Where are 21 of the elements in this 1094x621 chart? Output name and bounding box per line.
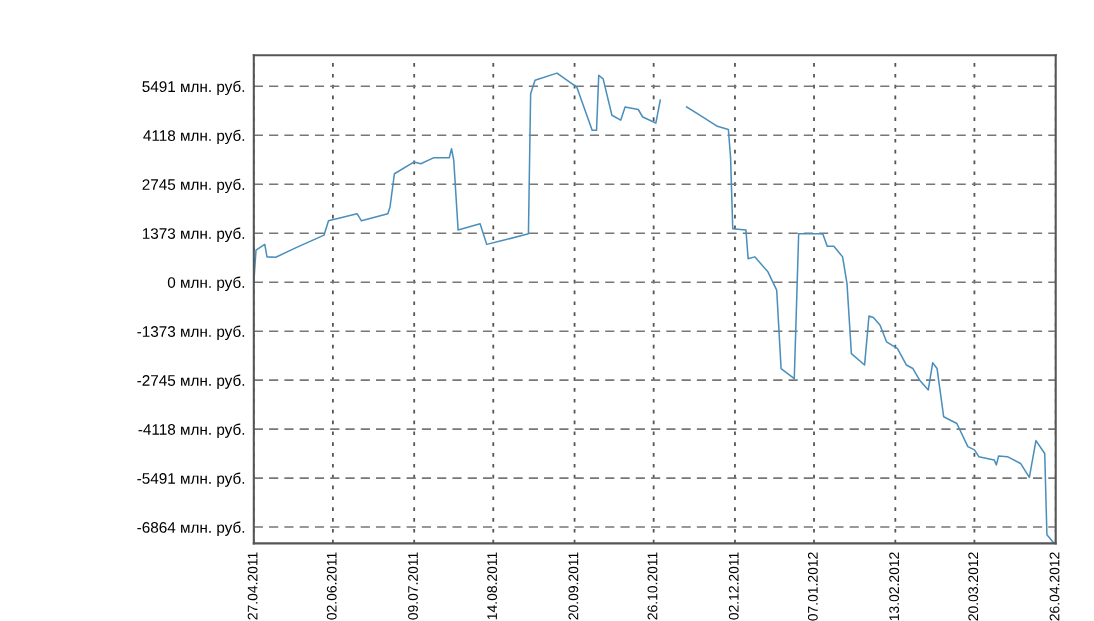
x-tick-label: 02.12.2011 (728, 552, 739, 620)
y-tick-label: -4118 млн. руб. (138, 423, 245, 438)
x-tick-label: 13.02.2012 (889, 552, 900, 621)
y-tick-label: 5491 млн. руб. (142, 80, 245, 96)
x-tick-label: 26.04.2012 (1049, 552, 1060, 621)
x-tick-label: 26.10.2011 (647, 552, 658, 620)
y-tick-label: 4118 млн. руб. (143, 129, 245, 145)
x-tick-label: 20.03.2012 (968, 552, 979, 621)
x-tick-label: 07.01.2012 (807, 552, 818, 621)
x-tick-label: 02.06.2011 (326, 552, 337, 620)
x-tick-label: 27.04.2011 (247, 552, 258, 620)
x-tick-label: 09.07.2011 (408, 552, 418, 620)
y-tick-label: -1373 млн. руб. (137, 325, 245, 340)
y-tick-label: -5491 млн. руб. (137, 472, 245, 487)
y-tick-label: 0 млн. руб. (167, 276, 245, 291)
y-tick-label: 1373 млн. руб. (142, 227, 245, 242)
y-tick-label: -2745 млн. руб. (137, 374, 245, 389)
y-tick-label: 2745 млн. руб. (142, 178, 245, 194)
x-tick-label: 14.08.2011 (487, 552, 498, 620)
y-tick-label: -6864 млн. руб. (137, 521, 245, 536)
x-tick-label: 20.09.2011 (568, 552, 579, 620)
